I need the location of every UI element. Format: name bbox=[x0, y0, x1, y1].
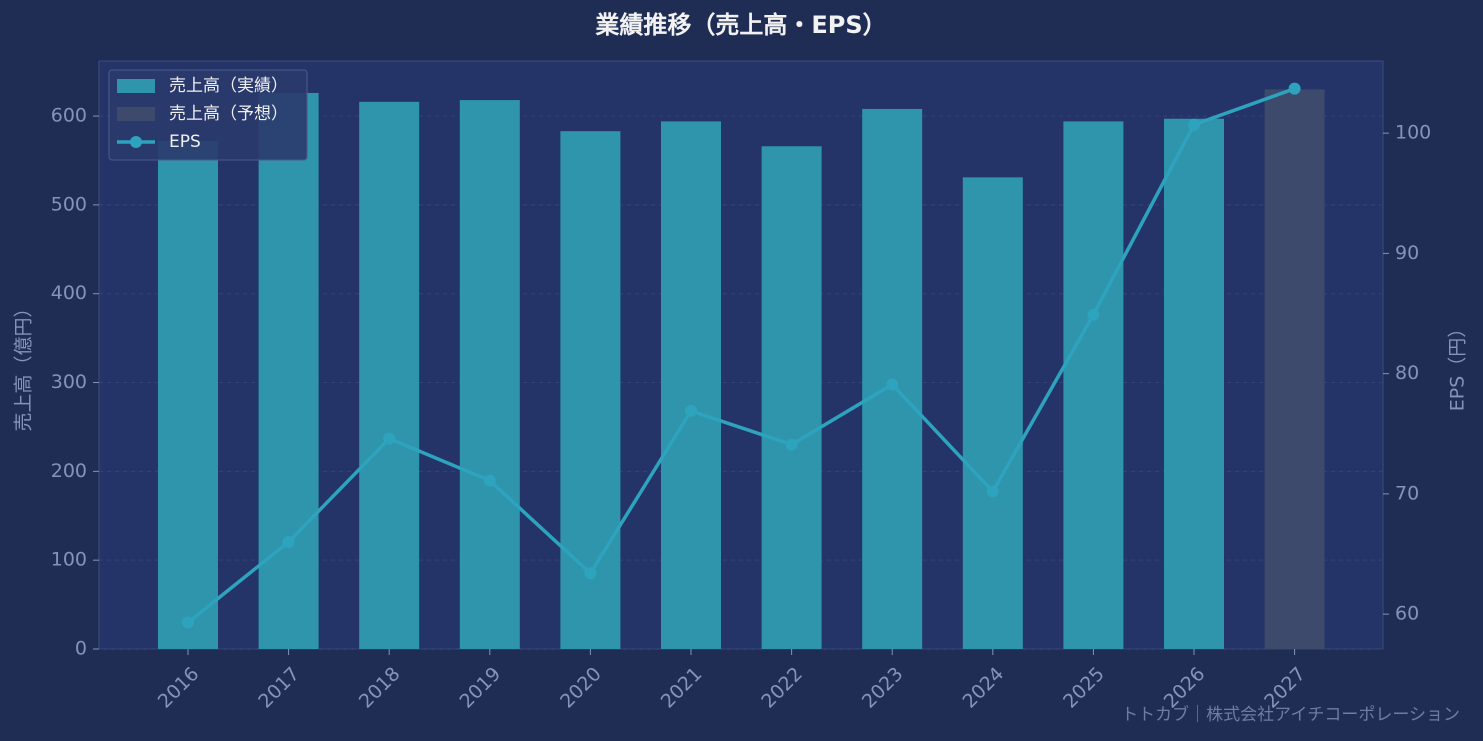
legend-swatch bbox=[117, 107, 155, 121]
bar bbox=[158, 140, 218, 649]
y-tick-label: 300 bbox=[51, 371, 87, 393]
bar bbox=[560, 131, 621, 649]
legend-box bbox=[108, 69, 308, 161]
line-point bbox=[584, 567, 597, 580]
line-point bbox=[483, 474, 496, 487]
bar bbox=[761, 146, 822, 650]
bar bbox=[1164, 118, 1224, 650]
y-tick-label: 400 bbox=[51, 282, 87, 304]
legend-label: EPS bbox=[169, 132, 201, 152]
y2-tick-label: 90 bbox=[1395, 242, 1419, 264]
y2-tick-label: 100 bbox=[1395, 122, 1431, 144]
bar bbox=[661, 121, 721, 649]
chart-title: 業績推移（売上高・EPS） bbox=[595, 11, 886, 39]
y-tick-label: 600 bbox=[51, 105, 87, 127]
y2-tick-label: 70 bbox=[1395, 482, 1419, 504]
line-point bbox=[886, 378, 899, 391]
y2-tick-label: 60 bbox=[1395, 603, 1419, 625]
line-point bbox=[1288, 82, 1301, 95]
line-point bbox=[986, 485, 999, 498]
legend-swatch-marker bbox=[130, 136, 142, 148]
legend-label: 売上高（予想） bbox=[169, 104, 288, 124]
line-point bbox=[1087, 308, 1100, 321]
y2-axis-label: EPS（円） bbox=[1447, 319, 1469, 412]
line-point bbox=[383, 432, 396, 445]
line-point bbox=[685, 404, 697, 417]
bar bbox=[258, 92, 319, 649]
bar bbox=[1063, 121, 1124, 649]
y2-tick-label: 80 bbox=[1395, 362, 1419, 384]
legend-swatch bbox=[117, 79, 155, 93]
footer: トトカブ｜株式会社アイチコーポレーション bbox=[1121, 704, 1460, 725]
y-tick-label: 500 bbox=[51, 193, 87, 215]
line-point bbox=[182, 616, 194, 629]
line-point bbox=[282, 535, 295, 548]
line bbox=[186, 87, 1296, 624]
bar bbox=[459, 100, 520, 650]
y-tick-label: 200 bbox=[51, 460, 87, 482]
legend-label: 売上高（実績） bbox=[169, 76, 288, 96]
y-axis-label: 売上高（億円） bbox=[13, 298, 35, 431]
y-tick-label: 0 bbox=[75, 638, 87, 660]
line-point bbox=[1188, 118, 1200, 131]
y-tick-label: 100 bbox=[51, 549, 87, 571]
bar bbox=[1264, 89, 1325, 649]
bar bbox=[359, 101, 420, 649]
line-point bbox=[785, 438, 798, 451]
bar bbox=[962, 177, 1023, 649]
legend: 売上高（実績） 売上高（予想） EPS bbox=[108, 69, 308, 161]
